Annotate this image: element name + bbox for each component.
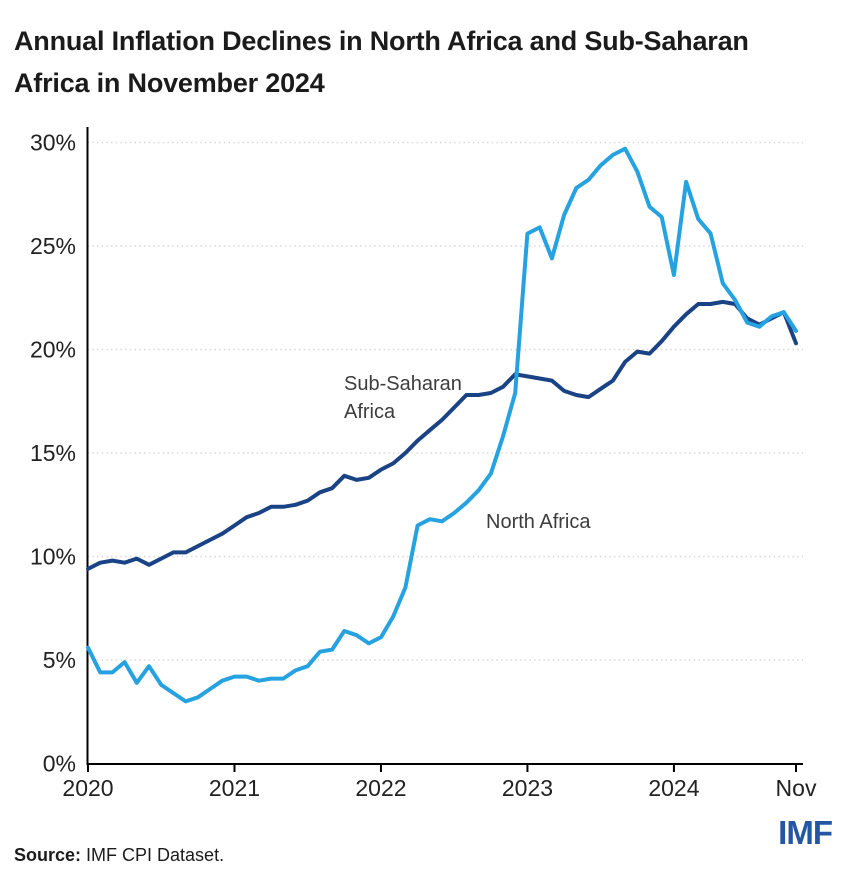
page-title-line1: Annual Inflation Declines in North Afric…	[14, 26, 749, 56]
y-tick-label: 10%	[30, 544, 76, 570]
y-tick-label: 30%	[30, 130, 76, 156]
y-tick-label: 5%	[43, 647, 76, 673]
y-tick-label: 0%	[43, 751, 76, 777]
source-label: Source:	[14, 845, 82, 865]
y-tick-label: 25%	[30, 233, 76, 259]
x-tick-label: 2022	[355, 775, 406, 801]
series-label-sub-saharan-africa: Sub-Saharan	[344, 373, 462, 395]
inflation-line-chart: 0% 5% 10% 15% 20% 25% 30% 2020 2021 2022 2023 2024 N…	[30, 127, 817, 801]
y-tick-label: 15%	[30, 440, 76, 466]
page-title: Annual Inflation Declines in North Afric…	[14, 20, 749, 104]
imf-logo: IMF	[778, 814, 833, 851]
source-text: IMF CPI Dataset.	[81, 845, 225, 865]
x-tick-label: Nov	[776, 775, 817, 801]
x-tick-label: 2023	[502, 775, 553, 801]
series-label-north-africa: North Africa	[486, 511, 591, 533]
x-tick-label: 2021	[209, 775, 260, 801]
x-tick-label: 2020	[62, 775, 113, 801]
source-note: Source: IMF CPI Dataset.	[14, 845, 224, 866]
series-line-north-africa	[86, 146, 798, 704]
page-title-line2: Africa in November 2024	[14, 68, 325, 98]
series-label-sub-saharan-africa: Africa	[344, 401, 396, 423]
y-tick-label: 20%	[30, 337, 76, 363]
series-line-sub-saharan-africa	[86, 299, 798, 571]
x-tick-label: 2024	[648, 775, 699, 801]
